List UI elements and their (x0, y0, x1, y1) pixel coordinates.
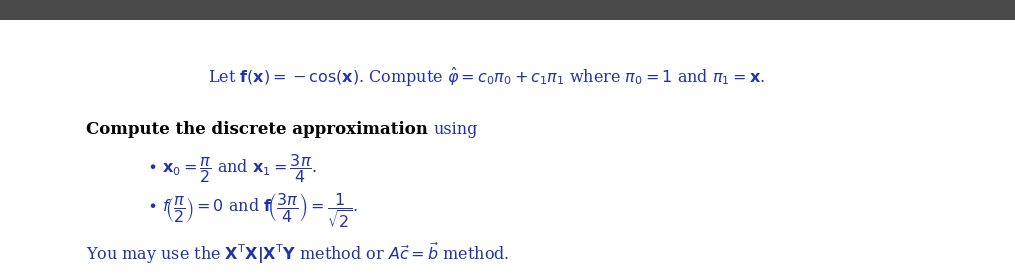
Text: Let $\mathbf{f}(\mathbf{x}) = -\cos(\mathbf{x})$. Compute $\hat{\varphi} = c_0\p: Let $\mathbf{f}(\mathbf{x}) = -\cos(\mat… (208, 66, 765, 89)
Bar (0, 0, 1015, 20)
Text: $\bullet$ $f\!\left(\dfrac{\pi}{2}\right) = 0$ and $\mathbf{f}\!\left(\dfrac{3\p: $\bullet$ $f\!\left(\dfrac{\pi}{2}\right… (147, 192, 358, 231)
Text: using: using (433, 121, 478, 138)
Text: $\bullet$ $\mathbf{x}_0 = \dfrac{\pi}{2}$ and $\mathbf{x}_1 = \dfrac{3\pi}{4}$.: $\bullet$ $\mathbf{x}_0 = \dfrac{\pi}{2}… (147, 152, 318, 185)
Text: You may use the $\mathbf{X^{\mathsf{T}}X|X^{\mathsf{T}}Y}$ method or $A\vec{c} =: You may use the $\mathbf{X^{\mathsf{T}}X… (86, 240, 510, 265)
Text: Compute the discrete approximation: Compute the discrete approximation (86, 121, 428, 138)
